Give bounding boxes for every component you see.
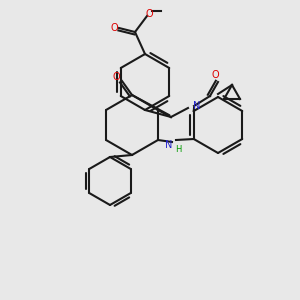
Text: H: H	[175, 146, 181, 154]
Text: O: O	[145, 9, 153, 19]
Text: N: N	[193, 101, 200, 111]
Text: O: O	[211, 70, 219, 80]
Text: O: O	[110, 23, 118, 33]
Text: N: N	[165, 140, 173, 150]
Text: O: O	[112, 72, 120, 82]
